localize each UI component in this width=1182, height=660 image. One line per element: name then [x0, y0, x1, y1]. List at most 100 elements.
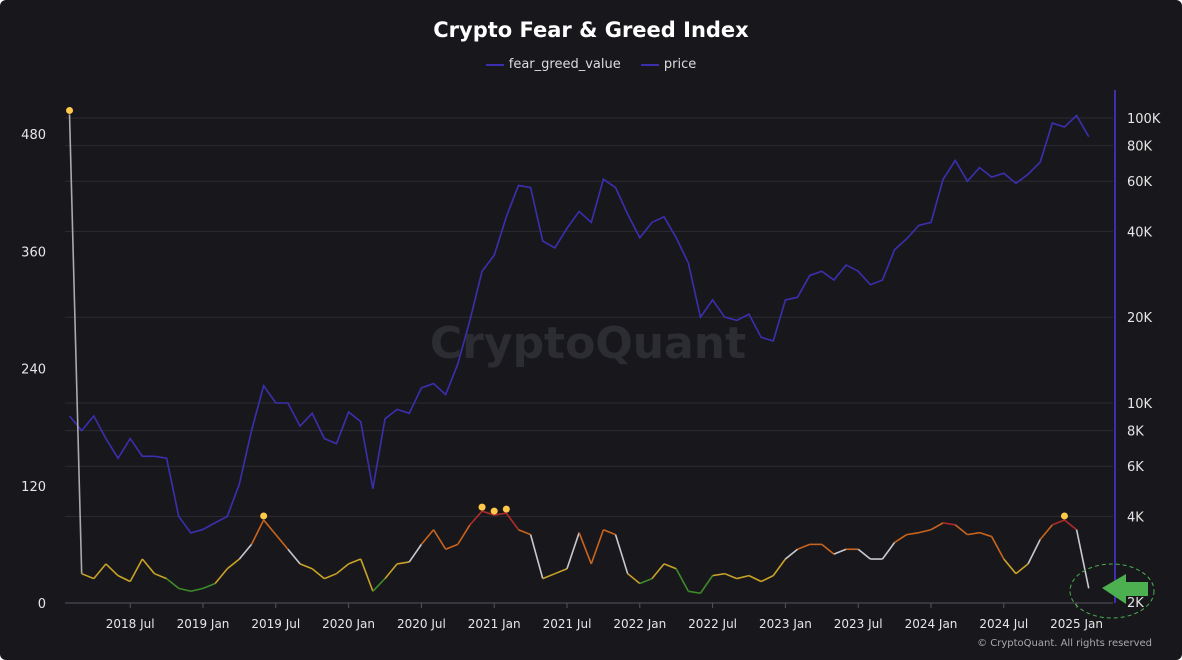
fear-greed-segment: [1015, 563, 1029, 575]
fear-greed-segment: [420, 529, 435, 545]
x-tick-label: 2020 Jan: [322, 617, 375, 631]
peak-marker: [502, 505, 510, 513]
x-tick-label: 2019 Jan: [177, 617, 230, 631]
fear-greed-segment: [494, 512, 507, 516]
fear-greed-segment: [894, 533, 908, 544]
fear-greed-segment: [772, 558, 787, 577]
fear-greed-segment: [141, 558, 156, 575]
fear-greed-segment: [445, 543, 459, 551]
watermark: CryptoQuant: [430, 318, 746, 369]
legend-item-price[interactable]: price: [640, 57, 697, 72]
x-tick-label: 2019 Jul: [251, 617, 300, 631]
x-tick-label: 2022 Jul: [688, 617, 737, 631]
fear-greed-segment: [202, 582, 216, 590]
fear-greed-segment: [736, 574, 750, 580]
y-right-tick-label: 4K: [1127, 510, 1144, 525]
fear-greed-segment: [578, 532, 593, 565]
legend-label: price: [663, 57, 697, 72]
fear-greed-segment: [688, 590, 701, 595]
fear-greed-segment: [348, 558, 362, 565]
fear-greed-segment: [918, 528, 932, 534]
fear-greed-segment: [627, 573, 641, 585]
fear-greed-segment: [857, 548, 871, 560]
fear-greed-segment: [263, 519, 277, 536]
fear-greed-segment: [505, 512, 520, 531]
fear-greed-segment: [324, 572, 337, 580]
x-tick-label: 2021 Jan: [468, 617, 521, 631]
fear-greed-segment: [81, 572, 95, 580]
y-right-tick-label: 80K: [1127, 140, 1153, 155]
fear-greed-segment: [724, 572, 738, 580]
fear-greed-segment: [1052, 519, 1065, 526]
fear-greed-segment: [906, 531, 919, 536]
fear-greed-segment: [190, 587, 204, 593]
fear-greed-segment: [1003, 558, 1017, 575]
fear-greed-segment: [1039, 524, 1053, 540]
peak-marker: [66, 106, 74, 114]
fear-greed-segment: [226, 558, 240, 570]
y-right-tick-label: 8K: [1127, 425, 1144, 440]
y-left-tick-label: 120: [21, 480, 46, 495]
x-tick-label: 2025 Jan: [1050, 617, 1103, 631]
fear-greed-segment: [881, 541, 896, 560]
fear-greed-segment: [311, 568, 325, 580]
fear-greed-segment: [760, 574, 774, 583]
x-tick-label: 2024 Jul: [979, 617, 1028, 631]
x-tick-label: 2023 Jul: [834, 617, 883, 631]
fear-greed-segment: [554, 568, 568, 575]
fear-greed-segment: [299, 563, 313, 570]
y-right-tick-label: 100K: [1127, 112, 1161, 127]
fear-greed-segment: [930, 522, 944, 531]
fear-greed-segment: [699, 575, 714, 594]
fear-greed-segment: [566, 532, 580, 570]
legend: fear_greed_value price: [0, 57, 1182, 72]
fear-greed-segment: [967, 531, 980, 536]
fear-greed-segment: [481, 510, 495, 516]
arrow-left-icon: [1102, 574, 1148, 604]
y-right-tick-label: 6K: [1127, 460, 1144, 475]
fear-greed-segment: [166, 577, 180, 589]
fear-greed-segment: [178, 587, 192, 593]
fear-greed-segment: [117, 574, 131, 583]
fear-greed-segment: [384, 563, 398, 580]
legend-swatch: [485, 63, 504, 66]
fear-greed-segment: [250, 519, 265, 545]
fear-greed-segment: [651, 563, 665, 580]
fear-greed-segment: [154, 572, 167, 580]
x-tick-label: 2021 Jul: [543, 617, 592, 631]
fear-greed-segment: [68, 114, 83, 574]
fear-greed-segment: [287, 548, 301, 565]
y-right-tick-label: 60K: [1127, 175, 1153, 190]
x-tick-label: 2018 Jul: [106, 617, 155, 631]
fear-greed-segment: [275, 534, 289, 550]
fear-greed-segment: [1075, 529, 1090, 589]
fear-greed-segment: [335, 563, 350, 575]
fear-greed-segment: [214, 568, 228, 584]
fear-greed-segment: [542, 572, 556, 580]
x-tick-label: 2020 Jul: [397, 617, 446, 631]
fear-greed-segment: [372, 578, 386, 592]
y-left-tick-label: 0: [38, 597, 46, 612]
peak-marker: [1060, 512, 1068, 520]
peak-marker: [478, 503, 486, 511]
price-line: [68, 114, 1090, 534]
y-left-tick-label: 360: [21, 245, 46, 260]
annotation-ellipse: [1069, 563, 1155, 619]
x-tick-label: 2023 Jan: [759, 617, 812, 631]
legend-item-fear-greed[interactable]: fear_greed_value: [485, 57, 621, 72]
fear-greed-segment: [979, 531, 992, 538]
fear-greed-segment: [408, 543, 423, 563]
fear-greed-segment: [432, 529, 447, 550]
x-tick-label: 2024 Jan: [905, 617, 958, 631]
fear-greed-segment: [954, 524, 968, 536]
y-right-tick-label: 2K: [1127, 596, 1144, 611]
fear-greed-segment: [529, 534, 544, 579]
fear-greed-segment: [675, 568, 690, 592]
y-right-tick-label: 20K: [1127, 311, 1153, 326]
fear-greed-segment: [397, 561, 410, 565]
x-tick-label: 2022 Jan: [613, 617, 666, 631]
y-right-tick-label: 10K: [1127, 397, 1153, 412]
fear-greed-segment: [833, 548, 847, 555]
fear-greed-segment: [990, 536, 1005, 560]
